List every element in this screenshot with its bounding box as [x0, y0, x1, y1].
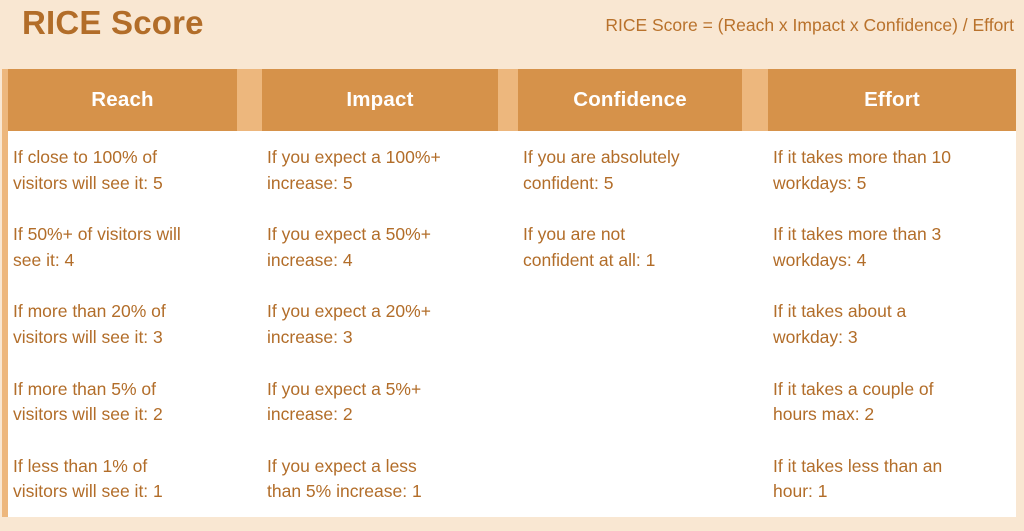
formula-text: RICE Score = (Reach x Impact x Confidenc…: [605, 15, 1014, 35]
confidence-item: [518, 440, 742, 517]
column-confidence: If you are absolutely confident: 5 If yo…: [518, 131, 742, 517]
confidence-item: If you are not confident at all: 1: [523, 224, 656, 270]
column-header-effort: Effort: [768, 69, 1016, 131]
reach-item: If less than 1% of visitors will see it:…: [13, 455, 163, 502]
impact-item: If you expect a 50%+ increase: 4: [267, 224, 431, 270]
confidence-item: If you are absolutely confident: 5: [523, 147, 680, 193]
effort-item: If it takes more than 10 workdays: 5: [773, 147, 952, 193]
header-divider: [237, 69, 262, 131]
header-divider: [742, 69, 768, 131]
effort-item: If it takes a couple of hours max: 2: [773, 378, 934, 425]
reach-item: If 50%+ of visitors will see it: 4: [13, 224, 181, 270]
effort-item: If it takes more than 3 workdays: 4: [773, 224, 942, 270]
confidence-item: [518, 363, 742, 440]
effort-item: If it takes about a workday: 3: [773, 301, 907, 347]
impact-item: If you expect a 100%+ increase: 5: [267, 147, 441, 193]
reach-item: If close to 100% of visitors will see it…: [13, 147, 163, 193]
body-divider: [742, 131, 768, 517]
body-divider: [237, 131, 262, 517]
column-impact: If you expect a 100%+ increase: 5 If you…: [262, 131, 498, 517]
top-bar: RICE Score RICE Score = (Reach x Impact …: [0, 0, 1024, 69]
reach-item: If more than 5% of visitors will see it:…: [13, 378, 163, 425]
page-title: RICE Score: [22, 4, 204, 41]
column-header-reach: Reach: [8, 69, 237, 131]
reach-item: If more than 20% of visitors will see it…: [13, 301, 166, 347]
column-reach: If close to 100% of visitors will see it…: [8, 131, 237, 517]
impact-item: If you expect a 5%+ increase: 2: [267, 378, 422, 425]
table-body: If close to 100% of visitors will see it…: [8, 131, 1016, 517]
header-divider: [498, 69, 518, 131]
column-header-impact: Impact: [262, 69, 498, 131]
column-header-confidence: Confidence: [518, 69, 742, 131]
body-divider: [498, 131, 518, 517]
rice-table: Reach Impact Confidence Effort If close …: [2, 69, 1016, 517]
impact-item: If you expect a less than 5% increase: 1: [267, 455, 422, 502]
column-effort: If it takes more than 10 workdays: 5 If …: [768, 131, 1016, 517]
effort-item: If it takes less than an hour: 1: [773, 455, 943, 502]
confidence-item: [518, 285, 742, 362]
impact-item: If you expect a 20%+ increase: 3: [267, 301, 431, 347]
header-row: Reach Impact Confidence Effort: [8, 69, 1016, 131]
